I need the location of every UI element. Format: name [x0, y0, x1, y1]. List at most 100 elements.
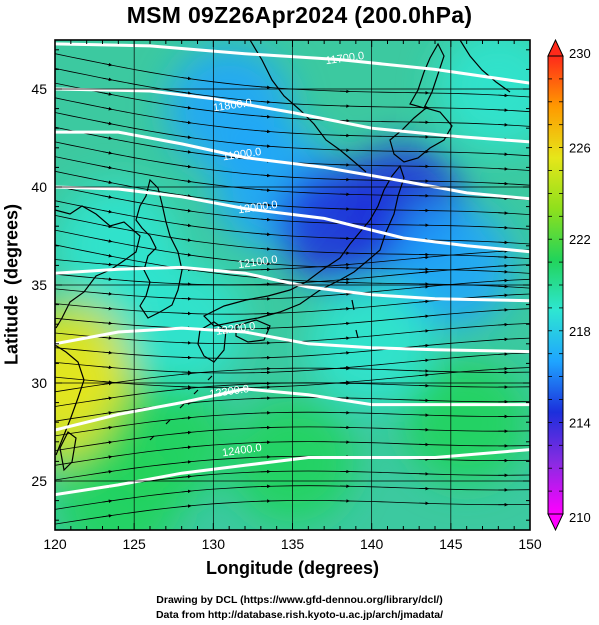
- wind-arrow: [339, 365, 350, 370]
- contour-label: 11700.0: [325, 50, 365, 67]
- x-tick-label: 125: [122, 536, 146, 552]
- wind-arrow: [102, 380, 113, 384]
- wind-arrow: [419, 299, 430, 304]
- wind-arrow: [260, 129, 271, 134]
- x-tick-label: 145: [439, 536, 463, 552]
- wind-arrow: [102, 425, 113, 430]
- wind-arrow: [260, 261, 271, 266]
- wind-arrow: [181, 179, 192, 184]
- wind-arrow: [181, 194, 192, 198]
- wind-arrow: [419, 373, 430, 377]
- wind-arrow: [102, 136, 113, 140]
- wind-arrow: [498, 249, 509, 253]
- contour-label: 12000.0: [237, 199, 278, 216]
- wind-arrow: [102, 469, 113, 474]
- chart-title: MSM 09Z26Apr2024 (200.0hPa): [126, 2, 473, 28]
- wind-arrow: [102, 277, 113, 281]
- wind-arrow: [102, 440, 113, 445]
- wind-arrow: [181, 120, 192, 125]
- wind-arrow: [260, 203, 271, 207]
- wind-arrow: [102, 499, 113, 503]
- wind-arrow: [102, 365, 113, 370]
- contour-12000: [55, 185, 530, 254]
- wind-arrow: [102, 180, 113, 185]
- temperature-field: [55, 40, 530, 530]
- wind-arrow: [181, 106, 192, 110]
- wind-arrow: [260, 144, 271, 148]
- wind-arrow: [339, 277, 350, 282]
- wind-arrow: [102, 92, 113, 96]
- wind-arrow: [260, 114, 271, 119]
- x-tick-label: 140: [360, 536, 384, 552]
- wind-arrow: [260, 232, 271, 237]
- colorbar-tick-label: 218: [569, 324, 591, 339]
- wind-arrow: [102, 195, 113, 199]
- wind-arrow: [181, 504, 192, 508]
- wind-arrow: [102, 321, 113, 326]
- wind-arrow: [181, 238, 192, 242]
- y-tick-label: 35: [31, 277, 47, 293]
- wind-arrow: [102, 209, 113, 214]
- wind-arrow: [102, 396, 113, 401]
- coastline: [55, 40, 511, 472]
- wind-arrow: [339, 262, 350, 267]
- wind-arrow: [419, 285, 430, 289]
- wind-arrow: [419, 255, 430, 260]
- wind-arrow: [181, 430, 192, 435]
- wind-arrow: [419, 270, 430, 274]
- wind-arrow: [260, 217, 271, 222]
- x-axis-label: Longitude (degrees): [205, 558, 379, 578]
- wind-arrow: [339, 336, 350, 341]
- wind-arrow: [498, 278, 509, 283]
- wind-arrow: [102, 224, 113, 229]
- wind-arrow: [102, 292, 113, 296]
- wind-arrow: [339, 307, 350, 311]
- wind-arrow: [181, 445, 192, 450]
- colorbar: 210 214 218 222 226 230: [547, 38, 591, 532]
- wind-arrow: [498, 366, 509, 371]
- wind-arrow: [339, 292, 350, 296]
- wind-arrow: [260, 188, 271, 193]
- wind-arrow: [181, 91, 192, 95]
- colorbar-tick-label: 226: [569, 141, 591, 156]
- wind-arrow: [102, 239, 113, 243]
- temperature-sample: [404, 360, 529, 485]
- wind-arrow: [181, 474, 192, 479]
- colorbar-tick-label: 222: [569, 232, 591, 247]
- contour-label: 12200.0: [215, 320, 256, 337]
- wind-arrow: [339, 351, 350, 355]
- contour-11900: [55, 130, 530, 201]
- credit-data: Data from http://database.rish.kyoto-u.a…: [155, 609, 444, 621]
- wind-arrow: [102, 455, 113, 459]
- wind-arrow: [181, 223, 192, 228]
- wind-arrow: [102, 121, 113, 126]
- wind-arrow: [260, 100, 271, 104]
- contour-12300: [55, 387, 530, 432]
- x-tick-label: 150: [518, 536, 542, 552]
- wind-arrow: [181, 253, 192, 257]
- graticule: [55, 40, 530, 530]
- wind-arrow: [102, 514, 113, 518]
- wind-arrow: [102, 262, 113, 267]
- wind-arrow: [498, 264, 509, 268]
- credit-drawing: Drawing by DCL (https://www.gfd-dennou.o…: [156, 594, 443, 606]
- height-contours: 11700.0 11800.0 11900.0 12000.0 12100.0 12200…: [55, 42, 530, 497]
- y-tick-label: 40: [31, 179, 47, 195]
- colorbar-max-arrow: [547, 38, 564, 57]
- x-tick-label: 120: [43, 536, 67, 552]
- wind-arrow: [181, 76, 192, 81]
- wind-arrow: [181, 135, 192, 139]
- contour-12100: [55, 265, 530, 303]
- contour-label: 11900.0: [222, 146, 262, 163]
- wind-arrow: [181, 164, 192, 169]
- wind-arrow: [102, 411, 113, 415]
- wind-arrow: [181, 460, 192, 464]
- wind-arrow: [102, 106, 113, 111]
- wind-arrow: [102, 62, 113, 67]
- contour-12400: [55, 448, 530, 497]
- colorbar-tick-label: 230: [569, 46, 591, 61]
- wind-arrow: [498, 322, 509, 327]
- colorbar-tick-label: 214: [569, 415, 591, 430]
- contour-label: 12100.0: [237, 254, 278, 271]
